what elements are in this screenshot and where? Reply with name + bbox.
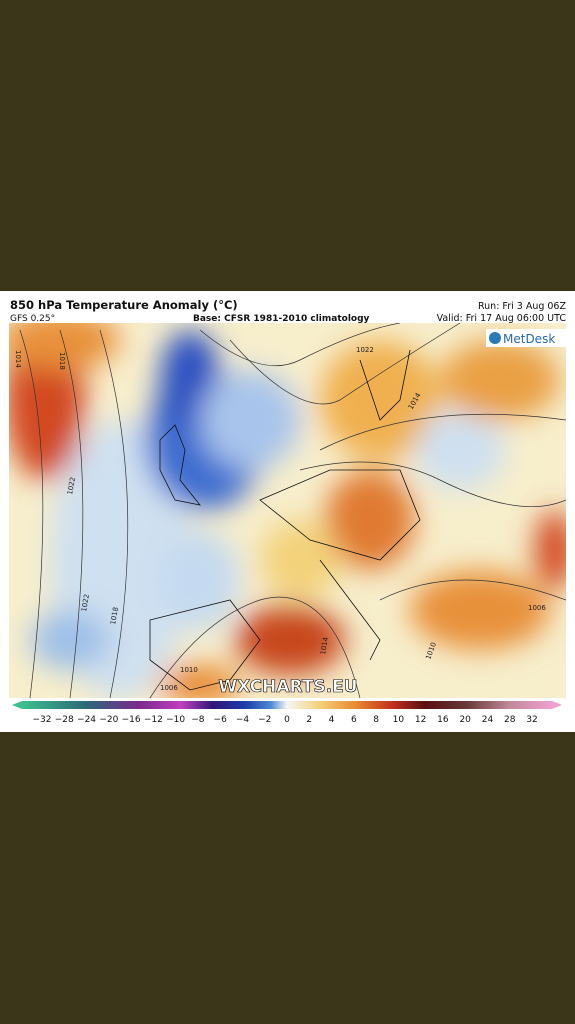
isobar-label: 1022: [66, 476, 77, 495]
isobar-label: 1014: [319, 636, 330, 655]
colorbar: [22, 701, 552, 709]
colorbar-label: −16: [122, 715, 141, 725]
colorbar-label: 8: [373, 715, 379, 725]
isobar-label: 1022: [80, 593, 91, 612]
map: [9, 323, 566, 698]
colorbar-label: −10: [166, 715, 185, 725]
title: 850 hPa Temperature Anomaly (°C): [10, 298, 238, 312]
logo-icon: [489, 332, 501, 344]
colorbar-label: −8: [191, 715, 205, 725]
isobar-label: 1006: [528, 604, 546, 612]
colorbar-label: −2: [258, 715, 271, 725]
colorbar-label: 2: [306, 715, 312, 725]
colorbar-label: −24: [77, 715, 96, 725]
colorbar-label: 4: [329, 715, 335, 725]
isobar-label: 1006: [160, 684, 178, 692]
colorbar-label: −32: [33, 715, 52, 725]
logo: MetDesk: [503, 332, 555, 346]
run: Run: Fri 3 Aug 06Z: [478, 301, 566, 312]
isobar-label: 1018: [109, 606, 120, 625]
colorbar-min-arrow: [12, 701, 22, 709]
colorbar-label: −12: [144, 715, 163, 725]
watermark: WXCHARTS.EU: [218, 677, 357, 697]
colorbar-label: 0: [284, 715, 290, 725]
model: GFS 0.25°: [10, 314, 55, 324]
colorbar-label: 32: [526, 715, 537, 725]
isobar-label: 1010: [180, 666, 198, 674]
colorbar-label: −20: [99, 715, 118, 725]
isobar-label: 1014: [14, 350, 22, 368]
colorbar-label: −4: [236, 715, 250, 725]
base: Base: CFSR 1981-2010 climatology: [193, 314, 370, 324]
colorbar-label: 20: [459, 715, 471, 725]
colorbar-label: −28: [55, 715, 74, 725]
valid: Valid: Fri 17 Aug 06:00 UTC: [437, 313, 567, 324]
colorbar-label: 16: [437, 715, 449, 725]
colorbar-label: 6: [351, 715, 357, 725]
colorbar-label: −6: [214, 715, 228, 725]
logo-box: [486, 329, 566, 347]
isobar-label: 1018: [58, 352, 66, 370]
colorbar-label: 24: [482, 715, 494, 725]
isobar-label: 1022: [356, 346, 374, 354]
colorbar-label: 10: [393, 715, 405, 725]
colorbar-label: 12: [415, 715, 426, 725]
colorbar-label: 28: [504, 715, 516, 725]
colorbar-max-arrow: [552, 701, 562, 709]
